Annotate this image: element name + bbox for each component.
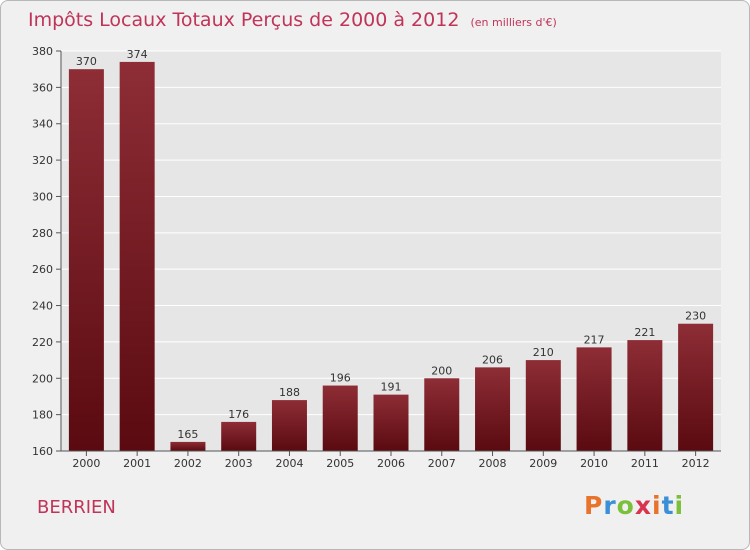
y-tick-label: 160	[32, 445, 53, 458]
x-tick-label: 2006	[377, 457, 405, 470]
bar-value-label: 370	[76, 55, 97, 68]
bar	[373, 394, 409, 451]
bar	[221, 421, 257, 451]
bar-value-label: 165	[177, 428, 198, 441]
logo-letter: i	[652, 491, 662, 520]
y-tick-label: 340	[32, 118, 53, 131]
x-tick-label: 2003	[225, 457, 253, 470]
y-tick-label: 260	[32, 263, 53, 276]
logo-letter: x	[634, 491, 652, 520]
bar-value-label: 191	[381, 381, 402, 394]
bar	[678, 323, 714, 451]
bar	[170, 441, 206, 451]
bar	[68, 69, 104, 451]
bar	[525, 360, 561, 451]
bar	[271, 400, 307, 451]
bar-value-label: 374	[127, 48, 148, 61]
logo-letter: o	[616, 491, 635, 520]
x-tick-label: 2007	[428, 457, 456, 470]
logo-letter: t	[661, 491, 675, 520]
x-tick-label: 2005	[326, 457, 354, 470]
chart-title: Impôts Locaux Totaux Perçus de 2000 à 20…	[28, 9, 460, 31]
bar	[627, 340, 663, 451]
bar-value-label: 176	[228, 408, 249, 421]
bar	[322, 385, 358, 451]
x-tick-label: 2009	[529, 457, 557, 470]
logo-letter: i	[674, 491, 685, 520]
bar-value-label: 188	[279, 386, 300, 399]
y-tick-label: 280	[32, 227, 53, 240]
bar-value-label: 206	[482, 353, 503, 366]
y-tick-label: 300	[32, 190, 53, 203]
bar-value-label: 210	[533, 346, 554, 359]
bar	[424, 378, 460, 451]
x-tick-label: 2010	[580, 457, 608, 470]
bar-value-label: 217	[584, 333, 605, 346]
x-tick-label: 2011	[631, 457, 659, 470]
y-tick-label: 200	[32, 372, 53, 385]
x-tick-label: 2004	[275, 457, 303, 470]
y-tick-label: 220	[32, 336, 53, 349]
logo-letter: r	[603, 491, 617, 520]
bar	[576, 347, 612, 451]
bar	[475, 367, 511, 451]
x-tick-label: 2001	[123, 457, 151, 470]
y-tick-label: 180	[32, 409, 53, 422]
y-tick-label: 360	[32, 81, 53, 94]
chart-title-row: Impôts Locaux Totaux Perçus de 2000 à 20…	[28, 9, 557, 31]
y-tick-label: 380	[32, 45, 53, 58]
logo-letter: P	[584, 491, 604, 520]
x-tick-label: 2000	[72, 457, 100, 470]
bar-value-label: 196	[330, 372, 351, 385]
proxiti-logo[interactable]: Proxiti	[584, 491, 684, 520]
x-tick-label: 2012	[682, 457, 710, 470]
x-tick-label: 2008	[479, 457, 507, 470]
y-tick-label: 320	[32, 154, 53, 167]
chart-subtitle: (en milliers d'€)	[470, 16, 557, 29]
bar	[119, 61, 155, 452]
bar-value-label: 221	[634, 326, 655, 339]
y-tick-label: 240	[32, 300, 53, 313]
commune-name: BERRIEN	[37, 497, 116, 518]
bar-value-label: 230	[685, 310, 706, 323]
bar-value-label: 200	[431, 364, 452, 377]
x-tick-label: 2002	[174, 457, 202, 470]
